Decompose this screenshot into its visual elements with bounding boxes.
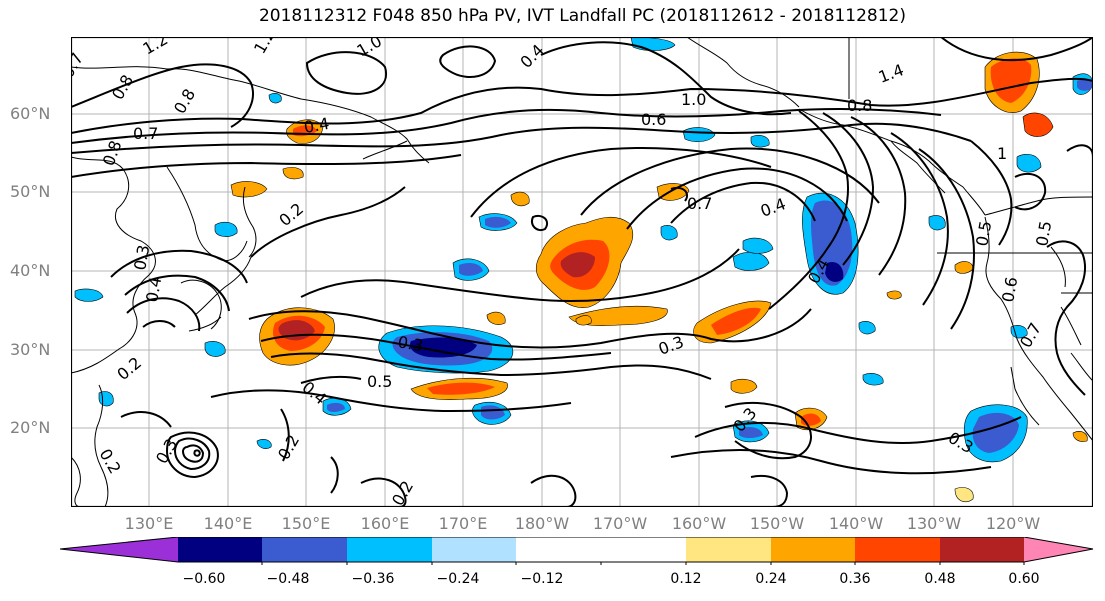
contour-label: 0.6	[641, 110, 666, 129]
colorbar-segment	[516, 537, 686, 562]
colorbar-segment	[686, 537, 771, 562]
contour-label: 0.4	[142, 275, 165, 303]
colorbar-tick-label: −0.24	[436, 571, 480, 587]
lat-label-40n: 40°N	[10, 261, 51, 280]
negative-anomaly	[1077, 79, 1093, 91]
positive-anomaly	[711, 307, 761, 335]
positive-anomaly	[560, 252, 595, 278]
lon-label-150e: 150°E	[281, 514, 331, 533]
colorbar-tick-label: 0.36	[839, 571, 871, 587]
contour-label: 1	[997, 144, 1007, 163]
colorbar-segment	[771, 537, 855, 562]
colorbar-tick-label: −0.60	[182, 571, 226, 587]
contour-label: 0.5	[972, 219, 995, 247]
negative-anomaly	[256, 439, 272, 449]
lon-label-140e: 140°E	[203, 514, 253, 533]
colorbar-tick-label: −0.48	[266, 571, 310, 587]
negative-anomaly	[409, 337, 477, 358]
contour-label: 1.0	[681, 90, 706, 109]
lon-label-140w: 140°W	[828, 514, 884, 533]
pv-contours	[71, 37, 1093, 507]
negative-anomaly	[732, 251, 770, 271]
lat-label-50n: 50°N	[10, 182, 51, 201]
contour-label: 0.5	[367, 372, 392, 391]
positive-anomaly	[230, 181, 268, 198]
positive-anomaly	[990, 58, 1032, 103]
colorbar-segment	[262, 537, 347, 562]
colorbar-segment	[940, 537, 1024, 562]
negative-anomaly	[74, 288, 104, 302]
lon-label-130e: 130°E	[124, 514, 174, 533]
positive-anomaly	[510, 191, 530, 207]
negative-anomaly	[98, 391, 114, 407]
lon-label-180w: 180°W	[514, 514, 570, 533]
lat-label-20n: 20°N	[10, 418, 51, 437]
colorbar-extend-max	[1024, 537, 1093, 562]
contour-label: 0.8	[847, 96, 872, 115]
lon-label-120w: 120°W	[985, 514, 1041, 533]
negative-anomaly	[459, 263, 483, 276]
negative-anomaly	[825, 261, 844, 282]
colorbar-extend-min	[60, 537, 178, 562]
lon-label-170w: 170°W	[592, 514, 648, 533]
contour-label: 0.4	[302, 114, 330, 137]
negative-anomaly	[1010, 325, 1028, 339]
positive-anomaly	[282, 167, 304, 180]
colorbar-tick-label: 0.48	[924, 571, 956, 587]
map-frame	[71, 37, 1093, 507]
lon-label-160e: 160°E	[360, 514, 410, 533]
lon-label-170e: 170°E	[438, 514, 488, 533]
negative-anomaly	[1016, 154, 1042, 173]
positive-anomaly	[954, 487, 974, 502]
negative-anomaly	[858, 321, 876, 335]
contour-label: 0.5	[1032, 219, 1055, 247]
lat-label-60n: 60°N	[10, 104, 51, 123]
contour-label: 0.3	[396, 332, 424, 355]
shaded-anomalies	[74, 37, 1093, 502]
colorbar	[60, 537, 1094, 565]
positive-anomaly	[1072, 431, 1088, 442]
negative-anomaly	[204, 341, 226, 357]
negative-anomaly	[214, 221, 238, 237]
negative-anomaly	[928, 215, 946, 231]
contour-label: 0.7	[687, 194, 712, 213]
positive-anomaly	[575, 315, 592, 326]
lat-label-30n: 30°N	[10, 340, 51, 359]
negative-anomaly	[862, 373, 884, 386]
colorbar-tick-label: 0.60	[1008, 571, 1040, 587]
contour-label: 0.3	[130, 243, 153, 271]
colorbar-segment	[855, 537, 940, 562]
colorbar-segment	[178, 537, 262, 562]
negative-anomaly	[682, 127, 716, 142]
positive-anomaly	[568, 305, 668, 327]
colorbar-tick-label: −0.12	[520, 571, 564, 587]
pv-ivt-map: 1.2 1.2 1.0 0.7 0.8 0.8 0.7 0.8 0.4 0.4 …	[71, 37, 1093, 507]
contour-label: 0.7	[133, 124, 158, 143]
negative-anomaly	[739, 427, 763, 438]
contour-label: 0.6	[998, 275, 1021, 303]
negative-anomaly	[268, 93, 282, 104]
positive-anomaly	[486, 311, 506, 325]
lon-label-130w: 130°W	[906, 514, 962, 533]
negative-anomaly	[742, 237, 774, 254]
colorbar-segment	[432, 537, 516, 562]
lon-label-160w: 160°W	[671, 514, 727, 533]
colorbar-tick-label: −0.36	[351, 571, 395, 587]
negative-anomaly	[660, 225, 678, 241]
positive-anomaly	[1022, 112, 1054, 137]
colorbar-tick-label: 0.24	[755, 571, 787, 587]
negative-anomaly	[327, 402, 345, 412]
lon-label-150w: 150°W	[749, 514, 805, 533]
negative-anomaly	[485, 216, 511, 228]
positive-anomaly	[730, 378, 758, 394]
negative-anomaly	[750, 135, 770, 148]
colorbar-segment	[347, 537, 432, 562]
colorbar-tick-label: 0.12	[670, 571, 702, 587]
positive-anomaly	[886, 290, 902, 300]
map-title: 2018112312 F048 850 hPa PV, IVT Landfall…	[258, 6, 906, 26]
positive-anomaly	[427, 382, 495, 395]
